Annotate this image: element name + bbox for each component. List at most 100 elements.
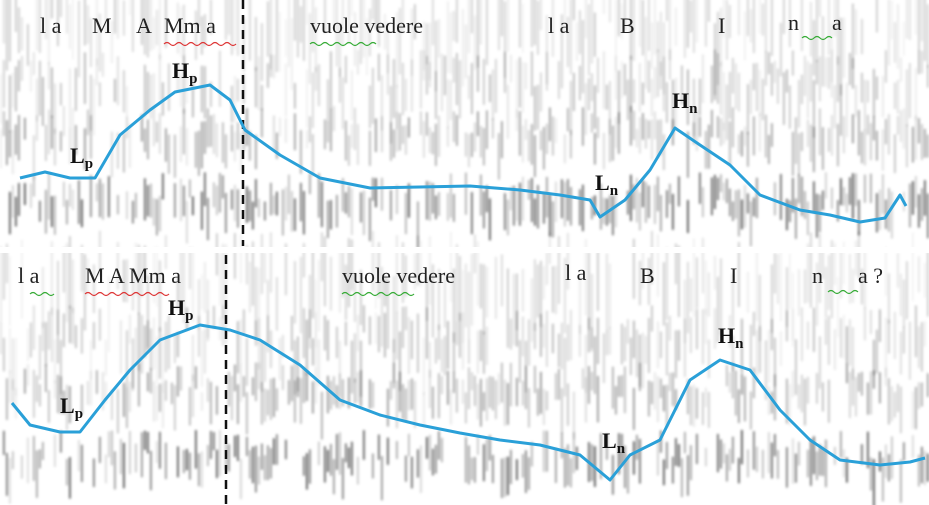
spectral-stripe: [420, 111, 422, 136]
spectral-stripe: [183, 250, 185, 323]
spectral-stripe: [729, 372, 731, 393]
spectral-stripe: [849, 253, 851, 304]
spectral-stripe: [462, 269, 464, 343]
tone-sub: n: [617, 441, 626, 457]
spectral-stripe: [186, 200, 188, 244]
spectral-stripe: [720, 174, 722, 193]
spectral-stripe: [579, 10, 581, 55]
spectral-stripe: [144, 178, 146, 221]
spectral-stripe: [882, 129, 884, 171]
spectral-stripe: [888, 0, 890, 66]
spectral-stripe: [153, 16, 155, 50]
spectral-stripe: [51, 115, 53, 149]
spectral-stripe: [627, 455, 629, 494]
spectral-stripe: [705, 308, 707, 345]
spectral-stripe: [675, 7, 677, 46]
spectral-stripe: [12, 185, 14, 218]
spectral-stripe: [696, 0, 698, 43]
spectral-stripe: [57, 0, 59, 47]
spectral-stripe: [564, 0, 566, 33]
spectral-stripe: [363, 190, 365, 236]
spectral-stripe: [924, 180, 926, 216]
spectral-stripe: [642, 0, 644, 56]
spectral-stripe: [687, 455, 689, 496]
spectral-stripe: [822, 248, 824, 279]
spectral-stripe: [348, 238, 350, 308]
spectral-stripe: [213, 305, 215, 329]
spectral-stripe: [96, 0, 98, 66]
spectral-stripe: [732, 201, 734, 222]
spell-underline: [84, 291, 170, 297]
spectral-stripe: [357, 371, 359, 403]
spectral-stripe: [489, 198, 491, 241]
spectral-stripe: [306, 129, 308, 149]
spectral-stripe: [837, 56, 839, 103]
spectral-stripe: [198, 315, 200, 357]
spectral-stripe: [522, 268, 524, 312]
spectral-stripe: [387, 437, 389, 465]
spectral-stripe: [231, 0, 233, 56]
spectral-stripe: [882, 457, 884, 502]
spectral-stripe: [480, 263, 482, 309]
spectral-stripe: [771, 0, 773, 57]
spectral-stripe: [159, 260, 161, 332]
spectral-stripe: [738, 0, 740, 36]
spectral-stripe: [63, 181, 65, 207]
spectral-stripe: [402, 306, 404, 349]
spectral-stripe: [852, 268, 854, 303]
spectral-stripe: [396, 184, 398, 215]
spectral-stripe: [168, 315, 170, 370]
spectral-stripe: [879, 372, 881, 404]
spectral-stripe: [732, 436, 734, 464]
spectral-stripe: [594, 12, 596, 57]
spectral-stripe: [666, 82, 668, 123]
spectral-stripe: [423, 392, 425, 427]
spectral-stripe: [771, 442, 773, 479]
spectral-stripe: [660, 11, 662, 76]
spectral-stripe: [75, 325, 77, 349]
spectral-stripe: [222, 122, 224, 163]
spectral-stripe: [201, 451, 203, 488]
spectral-stripe: [912, 391, 914, 430]
spectral-stripe: [684, 318, 686, 378]
spectral-stripe: [759, 326, 761, 373]
spectral-stripe: [99, 178, 101, 218]
spectral-stripe: [438, 324, 440, 360]
tone-sub: p: [75, 406, 83, 422]
spectral-stripe: [819, 444, 821, 476]
spectral-stripe: [753, 367, 755, 399]
spectral-stripe: [285, 439, 287, 460]
spectral-stripe: [837, 200, 839, 222]
spectral-stripe: [597, 57, 599, 93]
spectral-stripe: [354, 333, 356, 383]
spectral-stripe: [267, 389, 269, 416]
spectral-stripe: [789, 0, 791, 48]
spectral-stripe: [318, 441, 320, 466]
spectral-stripe: [474, 457, 476, 483]
spectral-stripe: [192, 247, 194, 322]
spectral-stripe: [144, 430, 146, 450]
spectral-stripe: [69, 68, 71, 128]
spectral-stripe: [18, 114, 20, 161]
spectral-stripe: [570, 129, 572, 159]
spectral-stripe: [651, 78, 653, 117]
spectral-stripe: [240, 234, 242, 284]
spectral-stripe: [897, 115, 899, 135]
spectral-stripe: [918, 256, 920, 293]
spectral-stripe: [27, 437, 29, 484]
spectral-stripe: [525, 340, 527, 393]
spectral-stripe: [426, 55, 428, 95]
spectral-stripe: [351, 441, 353, 476]
spectral-stripe: [87, 258, 89, 296]
spectral-stripe: [915, 386, 917, 430]
spectral-stripe: [141, 432, 143, 478]
spectral-stripe: [291, 315, 293, 352]
spectral-stripe: [276, 132, 278, 159]
spectral-stripe: [348, 185, 350, 218]
spectral-stripe: [735, 63, 737, 109]
spectral-stripe: [327, 200, 329, 239]
spectral-stripe: [909, 321, 911, 380]
spectral-stripe: [486, 185, 488, 213]
spectral-stripe: [711, 177, 713, 216]
spectral-stripe: [687, 69, 689, 126]
